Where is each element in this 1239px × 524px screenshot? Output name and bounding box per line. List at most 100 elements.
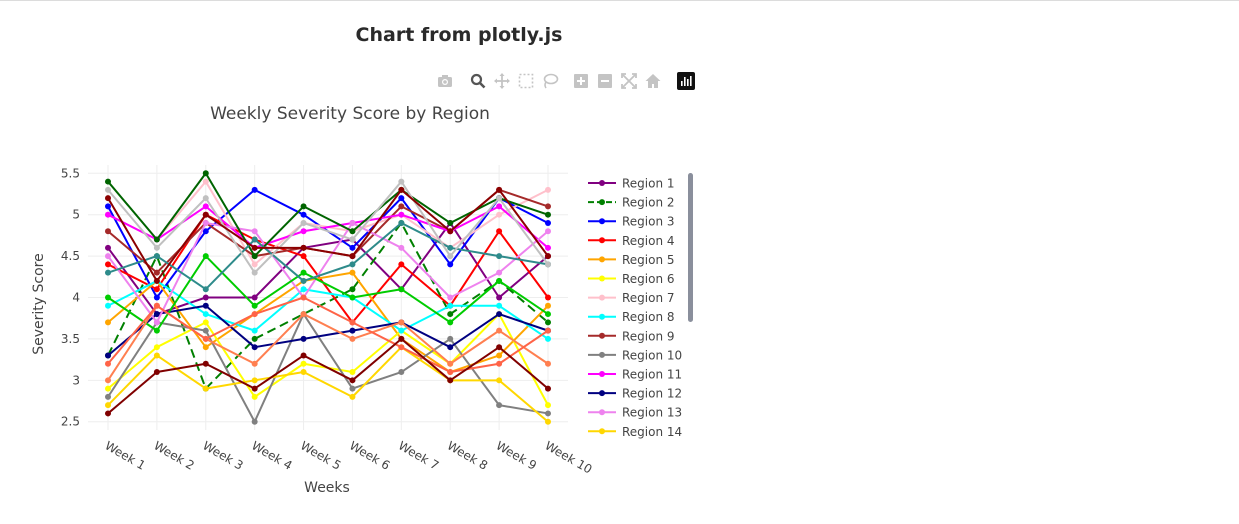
data-point[interactable] — [202, 253, 209, 260]
data-point[interactable] — [105, 253, 111, 260]
data-point[interactable] — [349, 294, 356, 301]
data-point[interactable] — [349, 385, 356, 392]
data-point[interactable] — [447, 311, 454, 318]
data-point[interactable] — [447, 335, 454, 342]
data-point[interactable] — [251, 253, 258, 260]
data-point[interactable] — [496, 203, 503, 210]
data-point[interactable] — [496, 327, 503, 334]
data-point[interactable] — [300, 360, 307, 367]
data-point[interactable] — [251, 377, 258, 384]
data-point[interactable] — [251, 294, 258, 301]
data-point[interactable] — [105, 360, 111, 367]
data-point[interactable] — [398, 244, 405, 251]
reset-axes-icon[interactable] — [644, 72, 662, 90]
data-point[interactable] — [496, 311, 503, 318]
series-line[interactable] — [107, 221, 549, 390]
data-point[interactable] — [447, 244, 454, 251]
data-point[interactable] — [545, 211, 551, 218]
box-select-icon[interactable] — [517, 72, 535, 90]
data-point[interactable] — [496, 228, 503, 235]
legend-item[interactable]: Region 2 — [588, 196, 675, 210]
series-line[interactable] — [107, 304, 549, 357]
data-point[interactable] — [251, 335, 258, 342]
data-point[interactable] — [496, 269, 503, 276]
data-point[interactable] — [202, 302, 209, 309]
data-point[interactable] — [105, 195, 111, 202]
data-point[interactable] — [300, 211, 307, 218]
data-point[interactable] — [105, 410, 111, 417]
data-point[interactable] — [398, 211, 405, 218]
data-point[interactable] — [153, 294, 160, 301]
series-line[interactable] — [107, 296, 549, 374]
data-point[interactable] — [153, 327, 160, 334]
data-point[interactable] — [349, 261, 356, 268]
data-point[interactable] — [447, 219, 454, 226]
data-point[interactable] — [545, 228, 551, 235]
data-point[interactable] — [105, 244, 111, 251]
legend-item[interactable]: Region 3 — [588, 215, 675, 229]
data-point[interactable] — [105, 352, 111, 359]
data-point[interactable] — [496, 277, 503, 284]
data-point[interactable] — [202, 327, 209, 334]
data-point[interactable] — [447, 302, 454, 309]
legend-item[interactable]: Region 4 — [588, 234, 675, 248]
data-point[interactable] — [300, 253, 307, 260]
zoom-icon[interactable] — [469, 72, 487, 90]
data-point[interactable] — [398, 286, 405, 293]
data-point[interactable] — [447, 360, 454, 367]
data-point[interactable] — [105, 228, 111, 235]
legend-item[interactable]: Region 10 — [588, 348, 682, 362]
data-point[interactable] — [202, 178, 209, 185]
data-point[interactable] — [496, 402, 503, 409]
pan-icon[interactable] — [493, 72, 511, 90]
data-point[interactable] — [496, 253, 503, 260]
data-point[interactable] — [153, 244, 160, 251]
data-point[interactable] — [251, 244, 258, 251]
data-point[interactable] — [545, 302, 551, 309]
data-point[interactable] — [349, 269, 356, 276]
data-point[interactable] — [105, 178, 111, 185]
data-point[interactable] — [202, 344, 209, 351]
series-line[interactable] — [107, 213, 549, 324]
data-point[interactable] — [496, 360, 503, 367]
data-point[interactable] — [153, 311, 160, 318]
data-point[interactable] — [153, 236, 160, 243]
data-point[interactable] — [545, 327, 551, 334]
data-point[interactable] — [496, 377, 503, 384]
data-point[interactable] — [398, 335, 405, 342]
data-point[interactable] — [251, 228, 258, 235]
data-point[interactable] — [447, 253, 454, 260]
data-point[interactable] — [349, 219, 356, 226]
legend-item[interactable]: Region 1 — [588, 177, 675, 191]
data-point[interactable] — [545, 402, 551, 409]
data-point[interactable] — [251, 393, 258, 400]
data-point[interactable] — [105, 319, 111, 326]
series-line[interactable] — [107, 188, 549, 282]
data-point[interactable] — [202, 294, 209, 301]
data-point[interactable] — [202, 311, 209, 318]
data-point[interactable] — [105, 302, 111, 309]
data-point[interactable] — [153, 369, 160, 376]
data-point[interactable] — [153, 352, 160, 359]
data-point[interactable] — [398, 178, 405, 185]
data-point[interactable] — [202, 319, 209, 326]
legend-item[interactable]: Region 7 — [588, 291, 675, 305]
data-point[interactable] — [349, 335, 356, 342]
autoscale-icon[interactable] — [620, 72, 638, 90]
data-point[interactable] — [105, 186, 111, 193]
data-point[interactable] — [349, 319, 356, 326]
data-point[interactable] — [251, 418, 258, 425]
data-point[interactable] — [545, 203, 551, 210]
data-point[interactable] — [398, 219, 405, 226]
data-point[interactable] — [251, 302, 258, 309]
series-line[interactable] — [107, 279, 549, 340]
data-point[interactable] — [496, 302, 503, 309]
data-point[interactable] — [251, 269, 258, 276]
series-line[interactable] — [107, 337, 549, 415]
data-point[interactable] — [496, 294, 503, 301]
data-point[interactable] — [398, 186, 405, 193]
data-point[interactable] — [447, 344, 454, 351]
data-point[interactable] — [202, 360, 209, 367]
data-point[interactable] — [545, 253, 551, 260]
data-point[interactable] — [496, 352, 503, 359]
